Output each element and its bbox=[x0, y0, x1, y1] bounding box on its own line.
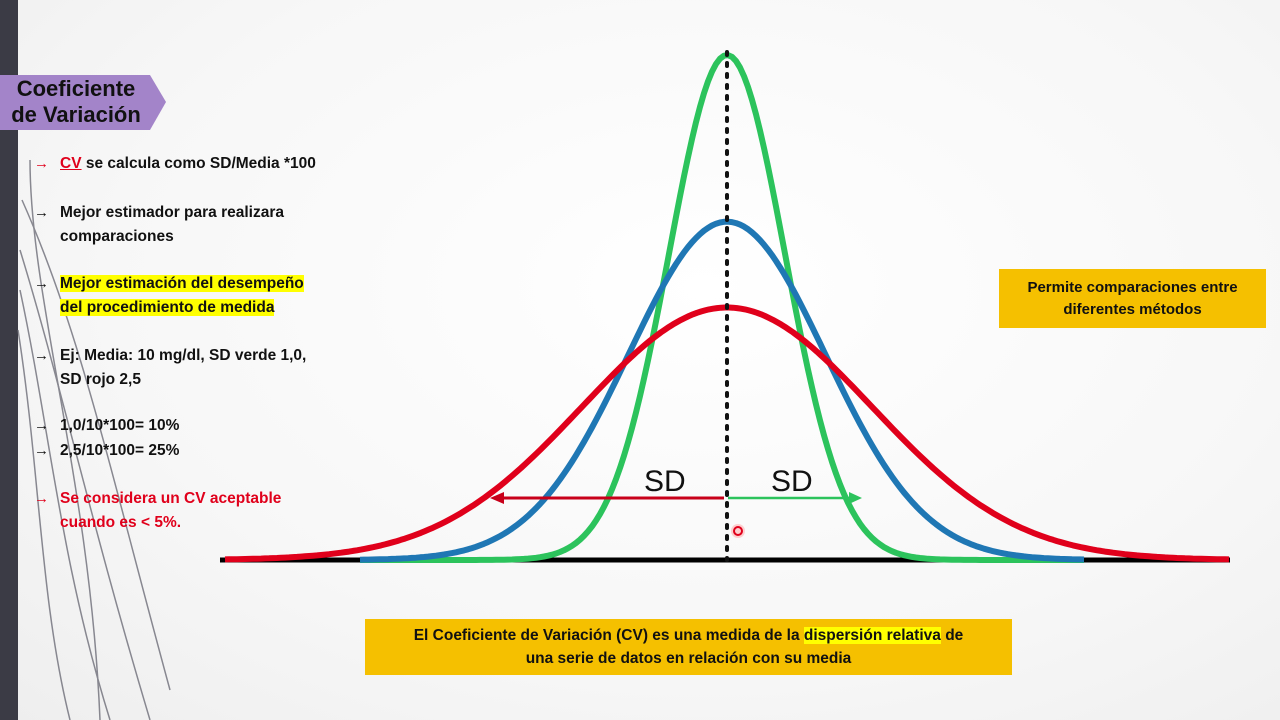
sd-left-label: SD bbox=[644, 465, 686, 498]
bullet-performance: → Mejor estimación del desempeño del proc… bbox=[34, 272, 304, 320]
bullet-line-2: cuando es < 5%. bbox=[60, 514, 182, 531]
blue-bell-curve bbox=[359, 218, 1085, 563]
arrow-icon: → bbox=[34, 204, 49, 221]
sd-right-label: SD bbox=[771, 465, 813, 498]
arrow-icon: → bbox=[34, 490, 49, 507]
comparison-note-box: Permite comparaciones entre diferentes mé… bbox=[999, 269, 1266, 328]
definition-box: El Coeficiente de Variación (CV) es una … bbox=[365, 619, 1012, 675]
arrow-icon: → bbox=[34, 155, 49, 172]
bullet-line-2: del procedimiento de medida bbox=[60, 299, 275, 316]
bullet-acceptable-cv: → Se considera un CV aceptable cuando es … bbox=[34, 487, 281, 535]
bullet-best-estimator: → Mejor estimador para realizara comparac… bbox=[34, 201, 284, 249]
red-bell-curve bbox=[224, 304, 1230, 563]
title-line-1: Coeficiente bbox=[16, 76, 136, 101]
bullet-line-1: Mejor estimador para realizara bbox=[60, 204, 284, 221]
bullet-calc-green: → 1,0/10*100= 10% bbox=[34, 414, 179, 438]
bullet-text: 1,0/10*100= 10% bbox=[60, 417, 180, 434]
bullet-line-1: Se considera un CV aceptable bbox=[60, 490, 282, 507]
definition-part-2: de bbox=[940, 627, 964, 644]
bullet-text: 2,5/10*100= 25% bbox=[60, 442, 180, 459]
sd-right-arrow bbox=[728, 492, 862, 504]
sd-left-arrow bbox=[490, 492, 724, 504]
definition-highlight: dispersión relativa bbox=[803, 627, 941, 644]
arrow-icon: → bbox=[34, 347, 49, 364]
title-tab bbox=[0, 75, 166, 130]
decorative-swoosh-lines bbox=[17, 159, 171, 720]
bullet-line-1: Mejor estimación del desempeño bbox=[60, 275, 304, 292]
definition-line-2: una serie de datos en relación con su me… bbox=[525, 650, 852, 667]
bullet-line-2: SD rojo 2,5 bbox=[60, 371, 141, 388]
green-bell-curve bbox=[360, 52, 1084, 563]
slide-title: Coeficiente de Variación bbox=[0, 76, 152, 128]
note-line-2: diferentes métodos bbox=[1063, 300, 1202, 318]
left-accent-bar bbox=[0, 0, 18, 720]
bullet-cv-formula: → CV se calcula como SD/Media *100 bbox=[34, 152, 316, 176]
arrow-icon: → bbox=[34, 275, 49, 292]
arrow-icon: → bbox=[34, 417, 49, 434]
note-line-1: Permite comparaciones entre bbox=[1027, 278, 1238, 296]
definition-part-1: El Coeficiente de Variación (CV) es una … bbox=[413, 627, 804, 644]
bullet-calc-red: → 2,5/10*100= 25% bbox=[34, 439, 179, 463]
bullet-example: → Ej: Media: 10 mg/dl, SD verde 1,0, SD r… bbox=[34, 344, 306, 392]
arrow-icon: → bbox=[34, 442, 49, 459]
title-line-2: de Variación bbox=[11, 102, 141, 127]
bullet-line-1: Ej: Media: 10 mg/dl, SD verde 1,0, bbox=[60, 347, 307, 364]
bullet-text: se calcula como SD/Media *100 bbox=[81, 155, 316, 172]
bullet-line-2: comparaciones bbox=[60, 228, 174, 245]
cv-link[interactable]: CV bbox=[60, 155, 82, 172]
cursor-marker bbox=[731, 524, 745, 538]
